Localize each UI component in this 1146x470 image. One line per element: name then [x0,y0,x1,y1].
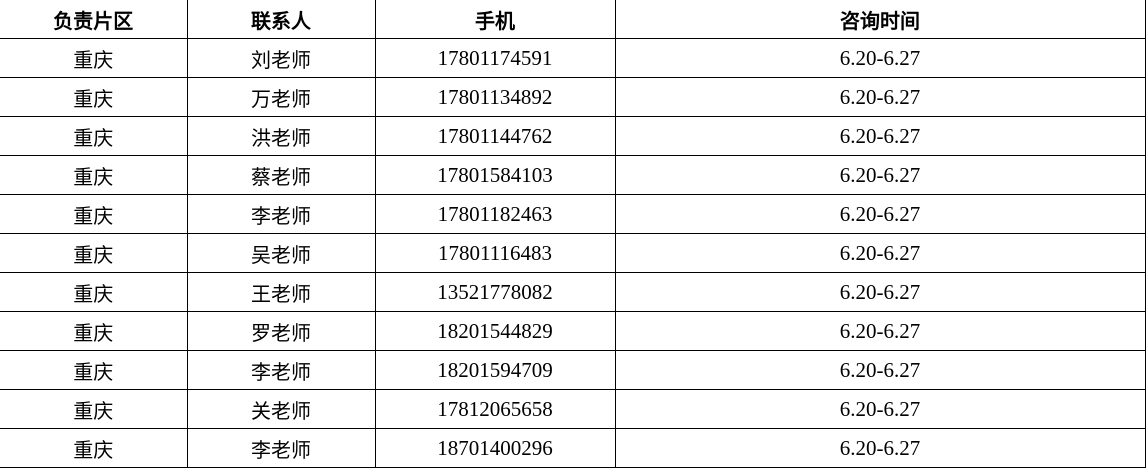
cell-time: 6.20-6.27 [614,77,1146,117]
cell-region: 重庆 [0,389,188,429]
cell-region: 重庆 [0,38,188,78]
cell-time: 6.20-6.27 [614,116,1146,156]
cell-region: 重庆 [0,350,188,390]
cell-time: 6.20-6.27 [614,350,1146,390]
cell-phone: 17801144762 [374,116,616,156]
header-phone: 手机 [374,0,616,39]
cell-time: 6.20-6.27 [614,272,1146,312]
cell-region: 重庆 [0,155,188,195]
cell-region: 重庆 [0,77,188,117]
cell-region: 重庆 [0,233,188,273]
cell-phone: 17801116483 [374,233,616,273]
cell-region: 重庆 [0,194,188,234]
table-row: 重庆 洪老师 17801144762 6.20-6.27 [0,116,1146,156]
table-row: 重庆 关老师 17812065658 6.20-6.27 [0,389,1146,429]
table-row: 重庆 蔡老师 17801584103 6.20-6.27 [0,155,1146,195]
cell-time: 6.20-6.27 [614,38,1146,78]
cell-time: 6.20-6.27 [614,389,1146,429]
header-row: 负责片区 联系人 手机 咨询时间 [0,0,1146,39]
cell-phone: 17801134892 [374,77,616,117]
cell-time: 6.20-6.27 [614,233,1146,273]
cell-contact: 李老师 [186,194,376,234]
table-row: 重庆 吴老师 17801116483 6.20-6.27 [0,233,1146,273]
table-row: 重庆 王老师 13521778082 6.20-6.27 [0,272,1146,312]
cell-contact: 万老师 [186,77,376,117]
cell-contact: 吴老师 [186,233,376,273]
cell-contact: 王老师 [186,272,376,312]
cell-contact: 罗老师 [186,311,376,351]
header-contact: 联系人 [186,0,376,39]
cell-phone: 18201544829 [374,311,616,351]
cell-phone: 13521778082 [374,272,616,312]
cell-region: 重庆 [0,116,188,156]
cell-time: 6.20-6.27 [614,194,1146,234]
cell-contact: 李老师 [186,428,376,468]
cell-time: 6.20-6.27 [614,311,1146,351]
table-row: 重庆 刘老师 17801174591 6.20-6.27 [0,38,1146,78]
cell-contact: 蔡老师 [186,155,376,195]
table-row: 重庆 李老师 17801182463 6.20-6.27 [0,194,1146,234]
cell-contact: 刘老师 [186,38,376,78]
cell-contact: 洪老师 [186,116,376,156]
table-row: 重庆 罗老师 18201544829 6.20-6.27 [0,311,1146,351]
table-row: 重庆 李老师 18701400296 6.20-6.27 [0,428,1146,468]
cell-contact: 李老师 [186,350,376,390]
cell-region: 重庆 [0,272,188,312]
cell-phone: 17812065658 [374,389,616,429]
cell-phone: 17801174591 [374,38,616,78]
cell-time: 6.20-6.27 [614,428,1146,468]
table-row: 重庆 李老师 18201594709 6.20-6.27 [0,350,1146,390]
cell-phone: 18701400296 [374,428,616,468]
header-region: 负责片区 [0,0,188,39]
header-time: 咨询时间 [614,0,1146,39]
cell-region: 重庆 [0,428,188,468]
cell-contact: 关老师 [186,389,376,429]
cell-phone: 18201594709 [374,350,616,390]
cell-time: 6.20-6.27 [614,155,1146,195]
table-row: 重庆 万老师 17801134892 6.20-6.27 [0,77,1146,117]
cell-region: 重庆 [0,311,188,351]
cell-phone: 17801584103 [374,155,616,195]
cell-phone: 17801182463 [374,194,616,234]
table-body: 重庆 刘老师 17801174591 6.20-6.27 重庆 万老师 1780113489… [0,38,1146,468]
